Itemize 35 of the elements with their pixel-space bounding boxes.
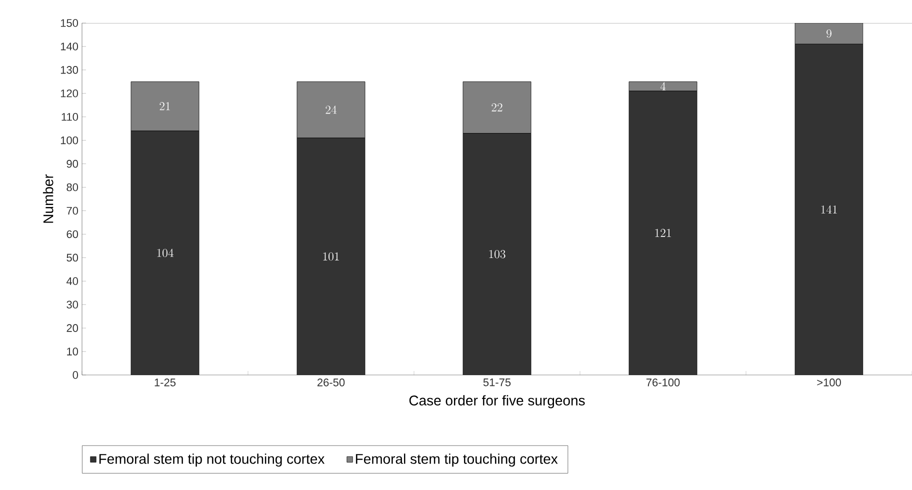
data-label: 9 — [826, 29, 832, 38]
y-tick-label: 70 — [66, 206, 78, 215]
data-label: 103 — [489, 250, 506, 258]
x-tick-label: >100 — [817, 378, 841, 386]
y-tick-label: 40 — [66, 277, 78, 286]
y-tick-label: 150 — [60, 19, 78, 27]
legend-label: Femoral stem tip not touching cortex — [99, 454, 325, 467]
y-tick-label: 0 — [72, 371, 78, 379]
y-tick-label: 30 — [66, 300, 78, 308]
y-axis-title: Number — [42, 174, 54, 223]
data-label: 141 — [821, 205, 837, 214]
x-tick-label: 1-25 — [154, 378, 176, 386]
legend-label: Femoral stem tip touching cortex — [356, 454, 558, 467]
data-label: 101 — [323, 252, 339, 261]
y-tick-label: 100 — [60, 136, 78, 144]
data-label: 21 — [160, 102, 170, 110]
data-label: 22 — [492, 103, 502, 112]
data-label: 121 — [655, 228, 671, 237]
y-tick-label: 10 — [67, 348, 78, 356]
y-tick-label: 110 — [62, 112, 78, 121]
data-label: 4 — [660, 82, 666, 90]
y-tick-label: 120 — [60, 90, 78, 98]
x-tick-label: 76-100 — [646, 378, 680, 386]
data-label: 24 — [326, 106, 337, 114]
data-label: 104 — [157, 248, 174, 258]
y-tick-label: 60 — [66, 230, 78, 238]
y-tick-label: 140 — [60, 42, 78, 50]
y-tick-label: 130 — [60, 66, 78, 74]
y-tick-label: 80 — [66, 183, 78, 192]
y-tick-label: 20 — [66, 324, 78, 332]
x-axis-title: Case order for five surgeons — [409, 395, 585, 408]
x-tick-label: 51-75 — [483, 378, 511, 386]
y-tick-label: 90 — [66, 160, 78, 168]
y-tick-label: 50 — [66, 254, 78, 262]
x-tick-label: 26-50 — [317, 378, 345, 386]
